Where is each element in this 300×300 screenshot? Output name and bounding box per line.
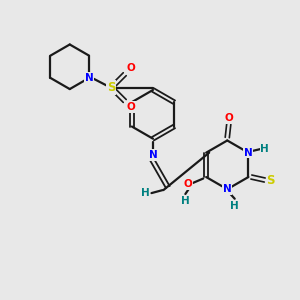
- Text: O: O: [126, 102, 135, 112]
- Text: N: N: [223, 184, 232, 194]
- Text: H: H: [181, 196, 190, 206]
- Text: S: S: [266, 173, 275, 187]
- Text: N: N: [244, 148, 253, 158]
- Text: O: O: [224, 113, 233, 123]
- Text: H: H: [230, 201, 239, 211]
- Text: O: O: [126, 63, 135, 73]
- Text: H: H: [260, 144, 269, 154]
- Text: O: O: [184, 179, 193, 190]
- Text: S: S: [107, 81, 116, 94]
- Text: N: N: [85, 73, 93, 83]
- Text: N: N: [148, 150, 157, 160]
- Text: H: H: [141, 188, 149, 198]
